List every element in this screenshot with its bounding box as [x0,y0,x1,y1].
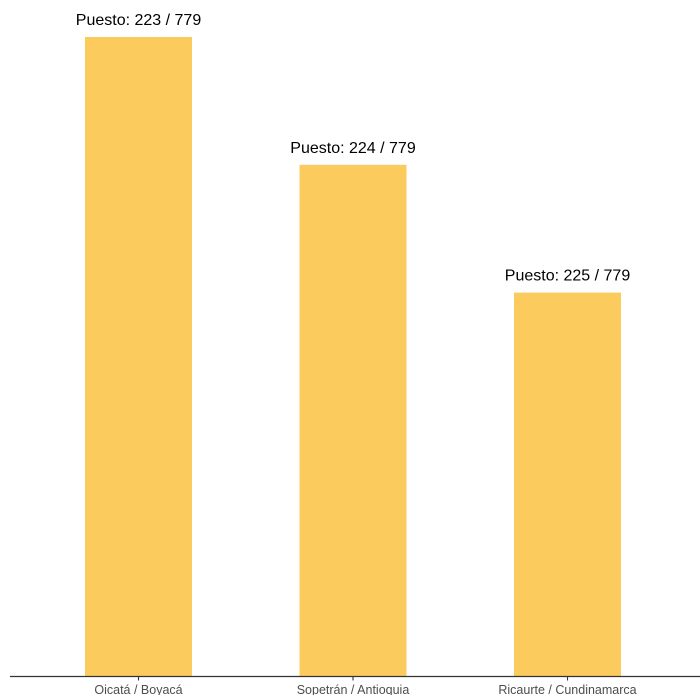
bar-3 [514,292,621,676]
data-label-2: Puesto: 224 / 779 [290,140,416,157]
bar-2 [299,164,407,677]
x-tick-label-1: Oicatá / Boyacá [94,683,182,695]
x-tick-label-3: Ricaurte / Cundinamarca [498,683,636,695]
x-tick-label-2: Sopetrán / Antioquia [297,683,410,695]
data-label-1: Puesto: 223 / 779 [76,12,202,29]
x-axis-ticks-group: Oicatá / Boyacá Sopetrán / Antioquia Ricau… [94,676,637,695]
data-labels-group: Puesto: 223 / 779 Puesto: 224 / 779 Puesto… [76,12,631,285]
bars-group [85,37,621,677]
data-label-3: Puesto: 225 / 779 [505,268,631,285]
bar-1 [85,37,192,676]
